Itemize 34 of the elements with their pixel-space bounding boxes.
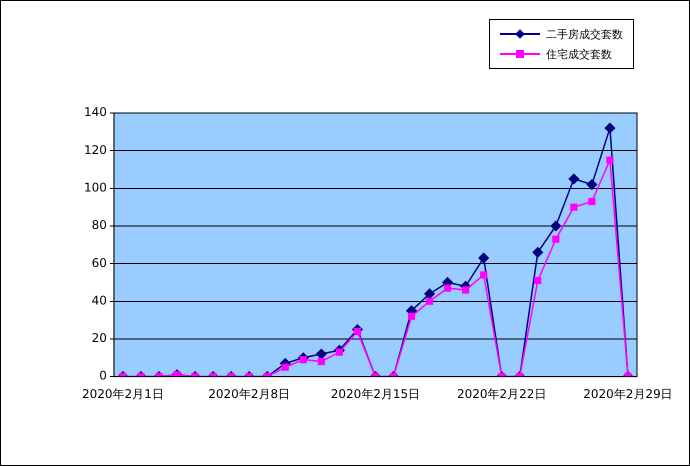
y-tick-label: 100 (84, 180, 107, 194)
x-tick-label: 2020年2月22日 (456, 386, 546, 401)
legend-label: 住宅成交套数 (546, 46, 612, 62)
x-tick-label: 2020年2月1日 (82, 386, 164, 401)
y-tick-label: 20 (92, 331, 107, 346)
x-tick-label: 2020年2月29日 (583, 386, 673, 401)
point (316, 348, 327, 360)
point (462, 286, 470, 294)
x-tick-label: 2020年2月15日 (330, 386, 420, 401)
legend-label: 二手房成交套数 (546, 26, 623, 42)
point (552, 236, 560, 243)
point (426, 298, 434, 305)
point (534, 276, 542, 284)
point (604, 122, 616, 134)
point (570, 204, 578, 211)
point (588, 198, 596, 206)
y-tick-label: 40 (92, 293, 107, 308)
y-tick-label: 0 (99, 368, 107, 383)
point (318, 358, 325, 366)
x-tick-label: 2020年2月8日 (208, 386, 290, 401)
point (424, 288, 435, 300)
point (444, 284, 452, 292)
point (478, 252, 489, 264)
y-tick-label: 140 (84, 105, 107, 120)
point (408, 312, 416, 320)
point (568, 174, 580, 184)
point (532, 247, 544, 258)
point (480, 271, 488, 279)
y-tick-label: 120 (84, 142, 107, 157)
y-tick-label: 60 (92, 256, 107, 270)
point (586, 179, 598, 190)
point (606, 156, 614, 164)
point (550, 220, 562, 232)
y-tick-label: 80 (92, 218, 107, 232)
